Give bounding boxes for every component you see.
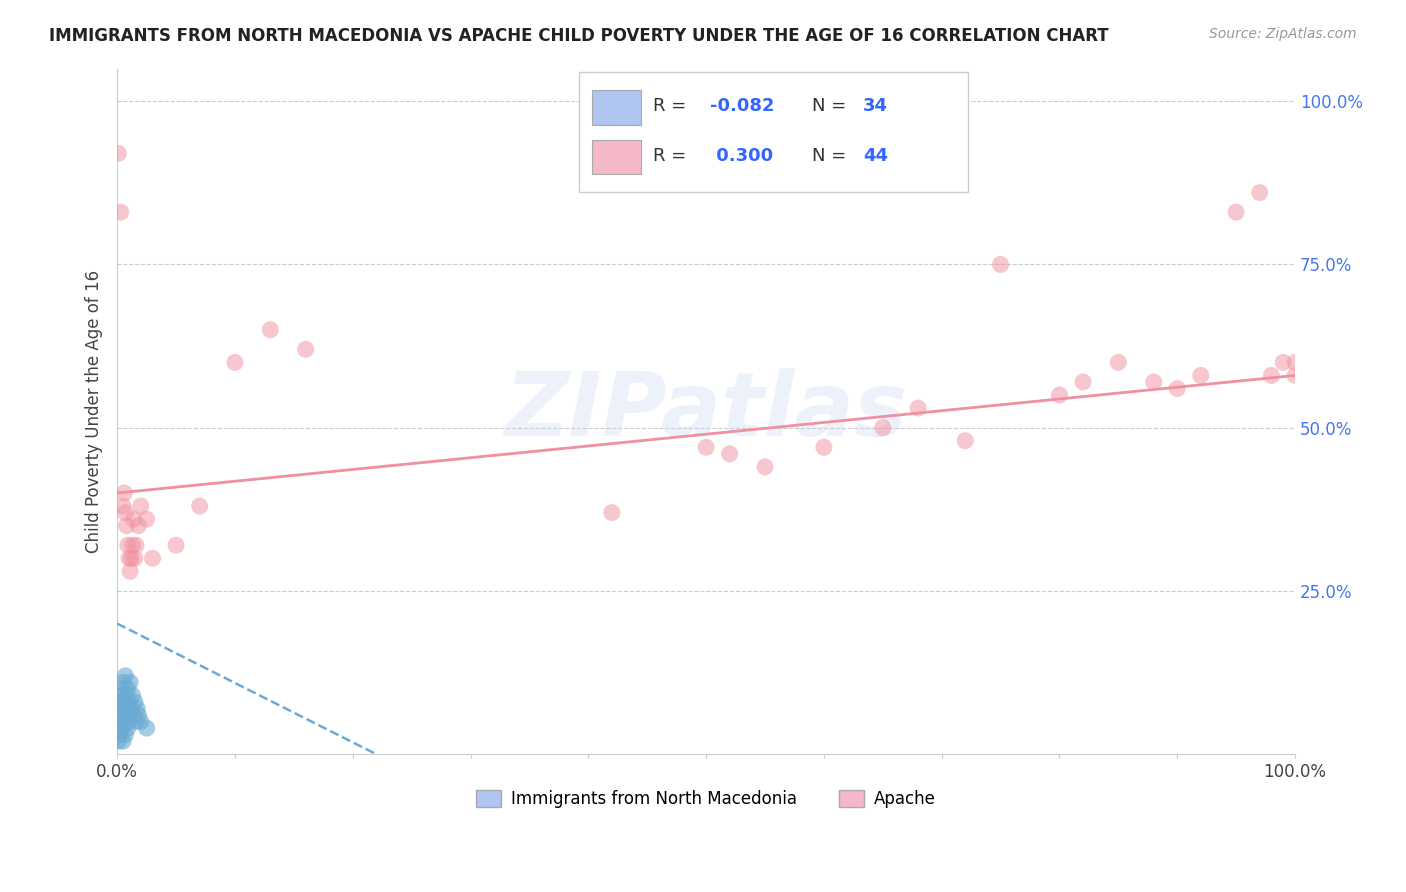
Point	[1189, 368, 1212, 383]
Point	[141, 551, 163, 566]
Point	[115, 689, 138, 703]
Point	[110, 681, 132, 696]
Point	[125, 538, 148, 552]
Point	[108, 728, 131, 742]
Point	[118, 551, 141, 566]
Point	[188, 499, 211, 513]
Text: IMMIGRANTS FROM NORTH MACEDONIA VS APACHE CHILD POVERTY UNDER THE AGE OF 16 CORR: IMMIGRANTS FROM NORTH MACEDONIA VS APACH…	[49, 27, 1109, 45]
Point	[125, 714, 148, 729]
Point	[165, 538, 187, 552]
Point	[112, 675, 135, 690]
Point	[112, 486, 135, 500]
Point	[1071, 375, 1094, 389]
Point	[1284, 368, 1306, 383]
Point	[112, 695, 135, 709]
Point	[108, 695, 131, 709]
Text: R =: R =	[654, 97, 692, 115]
Y-axis label: Child Poverty Under the Age of 16: Child Poverty Under the Age of 16	[86, 269, 103, 553]
Point	[114, 669, 136, 683]
Point	[813, 440, 835, 454]
Point	[129, 499, 152, 513]
Point	[107, 146, 129, 161]
Point	[111, 721, 134, 735]
Point	[107, 721, 129, 735]
Point	[127, 518, 149, 533]
Text: N =: N =	[813, 97, 852, 115]
Point	[114, 701, 136, 715]
Legend: Immigrants from North Macedonia, Apache: Immigrants from North Macedonia, Apache	[470, 783, 942, 814]
Point	[129, 714, 152, 729]
Point	[112, 499, 135, 513]
Point	[117, 721, 139, 735]
Text: -0.082: -0.082	[710, 97, 775, 115]
Point	[600, 506, 623, 520]
Text: 0.300: 0.300	[710, 146, 773, 165]
Point	[124, 551, 146, 566]
Point	[1143, 375, 1166, 389]
Point	[121, 538, 143, 552]
Point	[1107, 355, 1129, 369]
Point	[124, 695, 146, 709]
Text: Source: ZipAtlas.com: Source: ZipAtlas.com	[1209, 27, 1357, 41]
Point	[990, 257, 1012, 271]
Point	[110, 714, 132, 729]
FancyBboxPatch shape	[592, 90, 641, 125]
Point	[120, 565, 142, 579]
Point	[112, 708, 135, 723]
Point	[294, 343, 316, 357]
Point	[108, 708, 131, 723]
Point	[122, 512, 145, 526]
Text: R =: R =	[654, 146, 692, 165]
Point	[718, 447, 741, 461]
Point	[122, 708, 145, 723]
Point	[117, 681, 139, 696]
Point	[115, 518, 138, 533]
Point	[872, 420, 894, 434]
Point	[754, 459, 776, 474]
Point	[112, 714, 135, 729]
Point	[121, 689, 143, 703]
FancyBboxPatch shape	[579, 72, 967, 192]
Point	[1249, 186, 1271, 200]
Point	[110, 205, 132, 219]
Point	[120, 701, 142, 715]
Point	[259, 323, 281, 337]
Point	[135, 512, 157, 526]
Point	[695, 440, 717, 454]
Point	[107, 734, 129, 748]
Text: ZIPatlas: ZIPatlas	[505, 368, 908, 455]
Point	[120, 551, 142, 566]
Point	[114, 728, 136, 742]
Point	[907, 401, 929, 416]
Point	[118, 714, 141, 729]
Point	[1272, 355, 1295, 369]
Point	[127, 701, 149, 715]
Point	[1166, 382, 1188, 396]
Point	[1284, 355, 1306, 369]
Point	[120, 675, 142, 690]
Point	[115, 708, 138, 723]
Text: N =: N =	[813, 146, 852, 165]
Point	[112, 734, 135, 748]
Point	[118, 695, 141, 709]
Point	[117, 538, 139, 552]
FancyBboxPatch shape	[592, 140, 641, 174]
Point	[111, 689, 134, 703]
Point	[135, 721, 157, 735]
Point	[955, 434, 977, 448]
Point	[114, 506, 136, 520]
Point	[110, 701, 132, 715]
Point	[1049, 388, 1071, 402]
Point	[1225, 205, 1247, 219]
Point	[224, 355, 246, 369]
Point	[1260, 368, 1282, 383]
Text: 44: 44	[863, 146, 887, 165]
Point	[127, 708, 149, 723]
Text: 34: 34	[863, 97, 887, 115]
